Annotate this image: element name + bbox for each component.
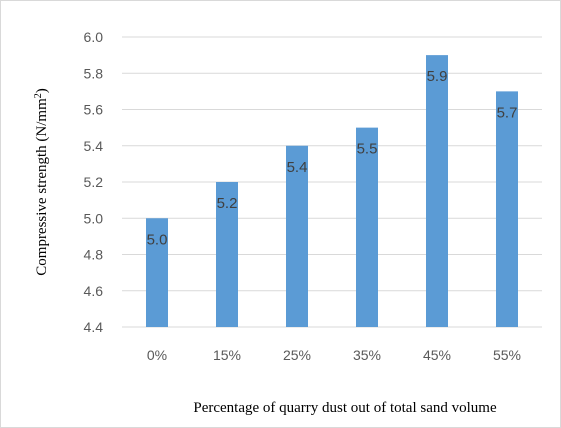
y-tick-label: 4.6 bbox=[84, 283, 104, 299]
x-tick-label: 35% bbox=[353, 347, 381, 363]
gridlines bbox=[122, 36, 542, 328]
bar bbox=[146, 218, 168, 327]
y-tick-label: 5.2 bbox=[84, 174, 104, 190]
x-tick-labels: 0% 15% 25% 35% 45% 55% bbox=[147, 347, 521, 363]
bar bbox=[356, 127, 378, 327]
x-tick-label: 55% bbox=[493, 347, 521, 363]
x-tick-label: 25% bbox=[283, 347, 311, 363]
y-tick-label: 5.4 bbox=[84, 138, 104, 154]
data-label: 5.4 bbox=[287, 159, 308, 176]
bar bbox=[216, 182, 238, 327]
x-tick-label: 15% bbox=[213, 347, 241, 363]
bar bbox=[496, 91, 518, 327]
y-tick-labels: 4.4 4.6 4.8 5.0 5.2 5.4 5.6 5.8 6.0 bbox=[84, 29, 104, 335]
y-tick-label: 5.8 bbox=[84, 65, 104, 81]
bar bbox=[426, 55, 448, 327]
bar bbox=[286, 145, 308, 327]
x-axis-title: Percentage of quarry dust out of total s… bbox=[193, 400, 497, 416]
data-label: 5.0 bbox=[147, 231, 168, 248]
data-label: 5.5 bbox=[357, 141, 378, 158]
data-labels: 5.0 5.2 5.4 5.5 5.9 5.7 bbox=[147, 68, 518, 248]
x-tick-label: 45% bbox=[423, 347, 451, 363]
data-label: 5.7 bbox=[497, 104, 518, 121]
y-tick-label: 4.8 bbox=[84, 247, 104, 263]
y-axis-title: Compressive strength (N/mm2) bbox=[33, 88, 50, 275]
y-tick-label: 6.0 bbox=[84, 29, 104, 45]
data-label: 5.9 bbox=[427, 68, 448, 85]
bars bbox=[146, 55, 518, 327]
data-label: 5.2 bbox=[217, 195, 238, 212]
y-tick-label: 5.6 bbox=[84, 102, 104, 118]
x-tick-label: 0% bbox=[147, 347, 167, 363]
y-tick-label: 4.4 bbox=[84, 319, 104, 335]
y-tick-label: 5.0 bbox=[84, 210, 104, 226]
